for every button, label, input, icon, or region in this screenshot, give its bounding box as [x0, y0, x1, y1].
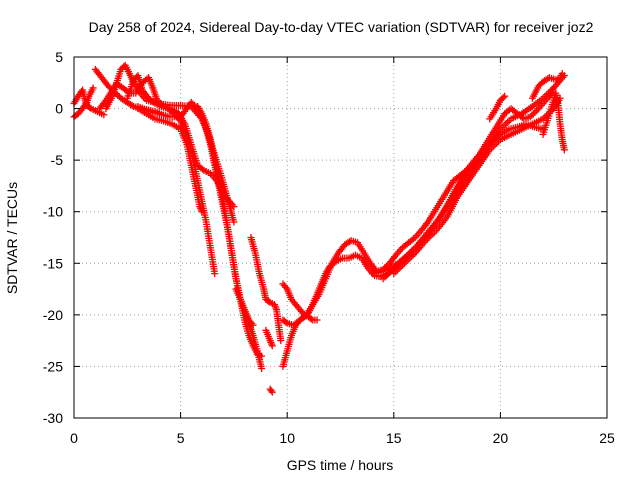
data-point: [190, 101, 198, 109]
x-tick-label: 15: [386, 430, 402, 446]
y-tick-label: -15: [43, 255, 63, 271]
data-point: [82, 100, 90, 108]
x-tick-label: 0: [70, 430, 78, 446]
data-point: [313, 316, 321, 324]
y-tick-label: -5: [51, 152, 64, 168]
data-point: [230, 203, 238, 211]
series-track-13: [262, 326, 276, 350]
y-tick-label: 5: [55, 49, 63, 65]
series-track-22: [539, 89, 568, 154]
series-track-2: [70, 84, 97, 121]
series-track-21: [528, 70, 566, 102]
data-point: [529, 110, 537, 118]
data-point: [499, 94, 507, 102]
data-point: [560, 146, 568, 154]
data-point: [410, 235, 418, 243]
chart-title: Day 258 of 2024, Sidereal Day-to-day VTE…: [89, 19, 594, 35]
data-point: [504, 118, 512, 126]
y-tick-label: -10: [43, 204, 63, 220]
x-axis-title: GPS time / hours: [287, 457, 394, 473]
data-point: [268, 342, 276, 350]
y-tick-label: -30: [43, 410, 63, 426]
y-axis-title: SDTVAR / TECUs: [4, 182, 20, 294]
data-point: [307, 315, 315, 323]
data-point: [149, 98, 157, 106]
data-point: [258, 352, 266, 360]
data-point: [89, 84, 97, 92]
series-track-11: [247, 234, 285, 345]
data-point: [128, 101, 136, 109]
series-track-7: [134, 105, 206, 216]
data-point: [258, 364, 266, 372]
series-track-10: [232, 285, 257, 329]
x-tick-label: 20: [493, 430, 509, 446]
data-point: [531, 108, 539, 116]
axis-ticks: 0 5 10 15 20 25 5 0 -5 -10 -15 -20 -25 -30: [43, 49, 615, 446]
data-point: [501, 92, 509, 100]
y-tick-label: -20: [43, 307, 63, 323]
data-point: [187, 98, 195, 106]
data-point: [189, 100, 197, 108]
data-point: [423, 220, 431, 228]
plot-frame: [73, 56, 608, 419]
data-point: [526, 113, 534, 121]
series-track-16: [279, 84, 558, 329]
data-point: [558, 70, 566, 78]
x-tick-label: 5: [177, 430, 185, 446]
data-point: [114, 91, 122, 99]
data-point: [502, 120, 510, 128]
series-track-12: [266, 385, 276, 396]
data-point: [282, 318, 290, 326]
data-point: [198, 165, 206, 173]
data-point: [104, 82, 112, 90]
data-point: [101, 98, 109, 106]
data-point: [230, 218, 238, 226]
data-point: [86, 104, 94, 112]
data-point: [277, 337, 285, 345]
data-point: [528, 111, 536, 119]
series-track-6: [123, 72, 219, 278]
series-track-20: [486, 92, 509, 123]
data-point: [267, 387, 275, 395]
x-tick-label: 25: [599, 430, 615, 446]
data-point: [100, 111, 108, 119]
data-point: [211, 270, 219, 278]
data-marks: [70, 61, 568, 396]
data-point: [265, 297, 273, 305]
data-point: [198, 208, 206, 216]
x-tick-label: 10: [279, 430, 295, 446]
y-tick-label: -25: [43, 358, 63, 374]
series-track-19: [390, 94, 564, 278]
data-point: [249, 321, 257, 329]
data-point: [272, 304, 280, 312]
data-point: [268, 388, 276, 396]
y-tick-label: 0: [55, 101, 63, 117]
